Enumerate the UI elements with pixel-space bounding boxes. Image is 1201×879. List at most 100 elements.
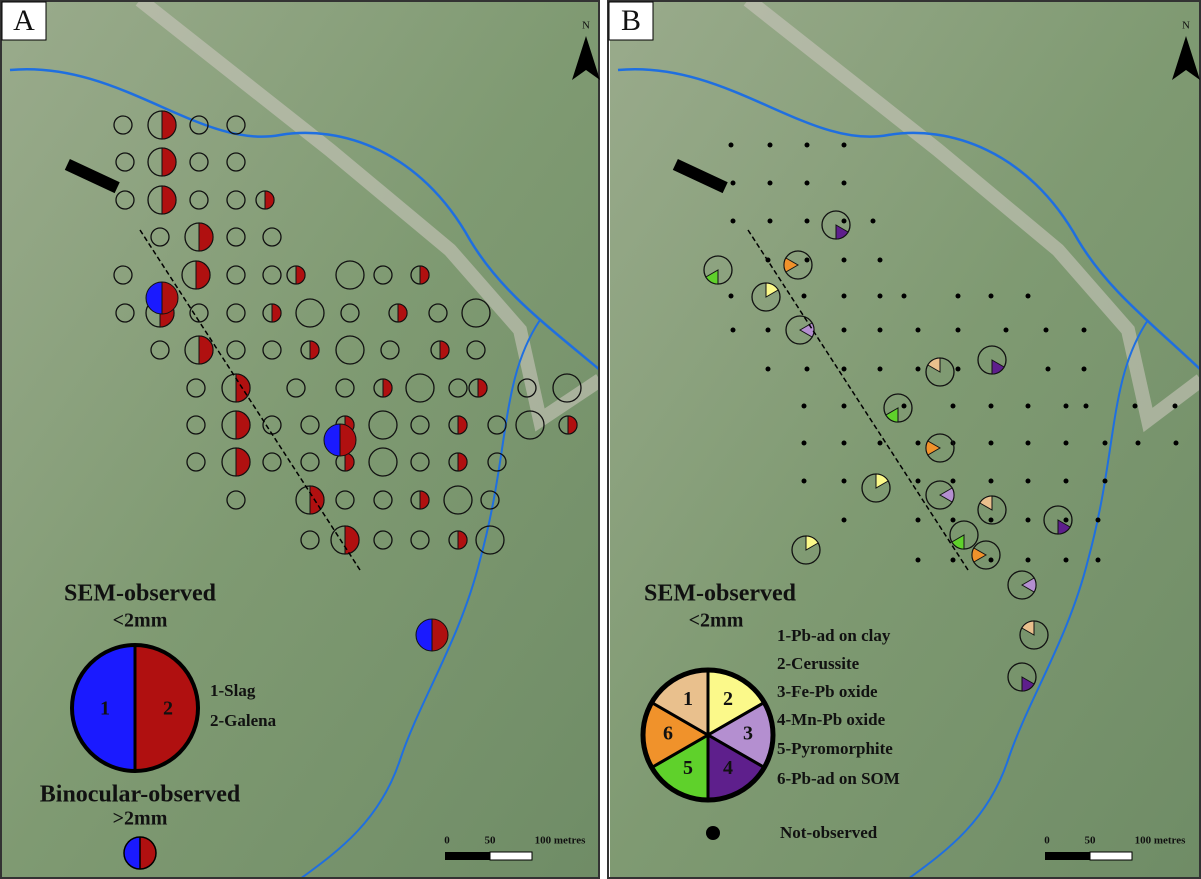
galena-half <box>161 110 177 140</box>
sample-site <box>300 452 320 472</box>
phase-sector <box>1021 676 1035 692</box>
sample-site <box>189 190 209 210</box>
phase-sector <box>705 269 719 285</box>
sample-site <box>262 340 282 360</box>
legend-size: <2mm <box>113 610 168 632</box>
panel-label: B <box>621 4 641 37</box>
phase-sector <box>991 359 1005 375</box>
galena-half <box>264 190 275 210</box>
sample-site <box>443 485 473 515</box>
not-observed-dot <box>1081 327 1087 333</box>
not-observed-dot <box>1043 327 1049 333</box>
sample-site <box>410 530 430 550</box>
not-observed-dot <box>804 257 810 263</box>
phase-sector <box>927 357 941 373</box>
not-observed-dot <box>950 403 956 409</box>
pie-label: 2 <box>723 688 733 710</box>
galena-half <box>431 618 449 652</box>
not-observed-dot <box>1132 403 1138 409</box>
not-observed-dot <box>841 366 847 372</box>
not-observed-dot <box>1102 478 1108 484</box>
not-observed-dot <box>915 366 921 372</box>
pie-label: 5 <box>683 757 693 779</box>
not-observed-dot <box>801 293 807 299</box>
not-observed-dot <box>915 557 921 563</box>
legend-title: Binocular-observed <box>40 782 241 808</box>
sample-site <box>335 378 355 398</box>
galena-half <box>567 415 578 435</box>
legend-item: 6-Pb-ad on SOM <box>777 769 900 788</box>
not-observed-dot <box>988 293 994 299</box>
not-observed-dot <box>804 142 810 148</box>
phase-sector <box>971 547 987 563</box>
galena-half <box>161 281 179 315</box>
galena-half <box>271 303 282 323</box>
not-observed-dot <box>901 403 907 409</box>
panel-label: A <box>13 4 35 37</box>
not-observed-dot <box>841 403 847 409</box>
not-observed-dot <box>988 517 994 523</box>
not-observed-dot <box>1063 478 1069 484</box>
not-observed-dot <box>841 142 847 148</box>
legend-size: >2mm <box>113 808 168 830</box>
not-observed-dot <box>988 403 994 409</box>
sample-site <box>380 340 400 360</box>
scale-label: 50 <box>1085 835 1097 847</box>
not-observed-dot <box>841 257 847 263</box>
not-observed-dot <box>801 478 807 484</box>
sample-site <box>226 490 246 510</box>
not-observed-dot <box>765 327 771 333</box>
phase-sector <box>1021 620 1035 636</box>
not-observed-dot <box>1063 403 1069 409</box>
phase-sector <box>951 534 965 550</box>
sample-site <box>335 260 365 290</box>
scale-label: 100 metres <box>1135 835 1187 847</box>
galena-half <box>309 485 325 515</box>
legend-title: SEM-observed <box>644 581 797 607</box>
sample-site <box>552 373 582 403</box>
sample-site <box>461 298 491 328</box>
sample-site <box>186 378 206 398</box>
not-observed-dot <box>767 180 773 186</box>
sample-markers <box>64 110 1179 692</box>
not-observed-dot <box>841 440 847 446</box>
sample-site <box>300 530 320 550</box>
galena-half <box>382 378 393 398</box>
sample-site <box>373 530 393 550</box>
sample-site <box>262 452 282 472</box>
not-observed-dot <box>1025 557 1031 563</box>
phase-sector <box>783 257 799 273</box>
site-building <box>64 158 120 194</box>
not-observed-dot <box>1095 517 1101 523</box>
not-observed-dot <box>1102 440 1108 446</box>
not-observed-dot <box>915 440 921 446</box>
transect <box>139 229 361 571</box>
not-observed-dot <box>1095 557 1101 563</box>
not-observed-dot <box>1045 366 1051 372</box>
sample-site <box>226 303 246 323</box>
galena-half <box>161 147 177 177</box>
galena-half <box>195 260 211 290</box>
sample-site <box>410 415 430 435</box>
legend-item: 2-Cerussite <box>777 654 860 673</box>
not-observed-dot <box>841 180 847 186</box>
not-observed-dot <box>1173 440 1179 446</box>
legend-item: 2-Galena <box>210 711 277 730</box>
not-observed-dot <box>877 366 883 372</box>
not-observed-dot <box>950 478 956 484</box>
galena-half <box>419 265 430 285</box>
pie-label: 1 <box>100 698 110 720</box>
not-observed-dot <box>877 440 883 446</box>
galena-half <box>339 423 357 457</box>
not-observed-dot <box>1081 366 1087 372</box>
sample-site <box>368 447 398 477</box>
phase-sector <box>1057 519 1071 535</box>
sample-site <box>226 115 246 135</box>
not-observed-dot <box>841 517 847 523</box>
galena-half <box>161 185 177 215</box>
pie-label: 2 <box>163 698 173 720</box>
galena-half <box>295 265 306 285</box>
legend-pie: 234 561 <box>640 667 776 803</box>
legend-size: <2mm <box>689 610 744 632</box>
